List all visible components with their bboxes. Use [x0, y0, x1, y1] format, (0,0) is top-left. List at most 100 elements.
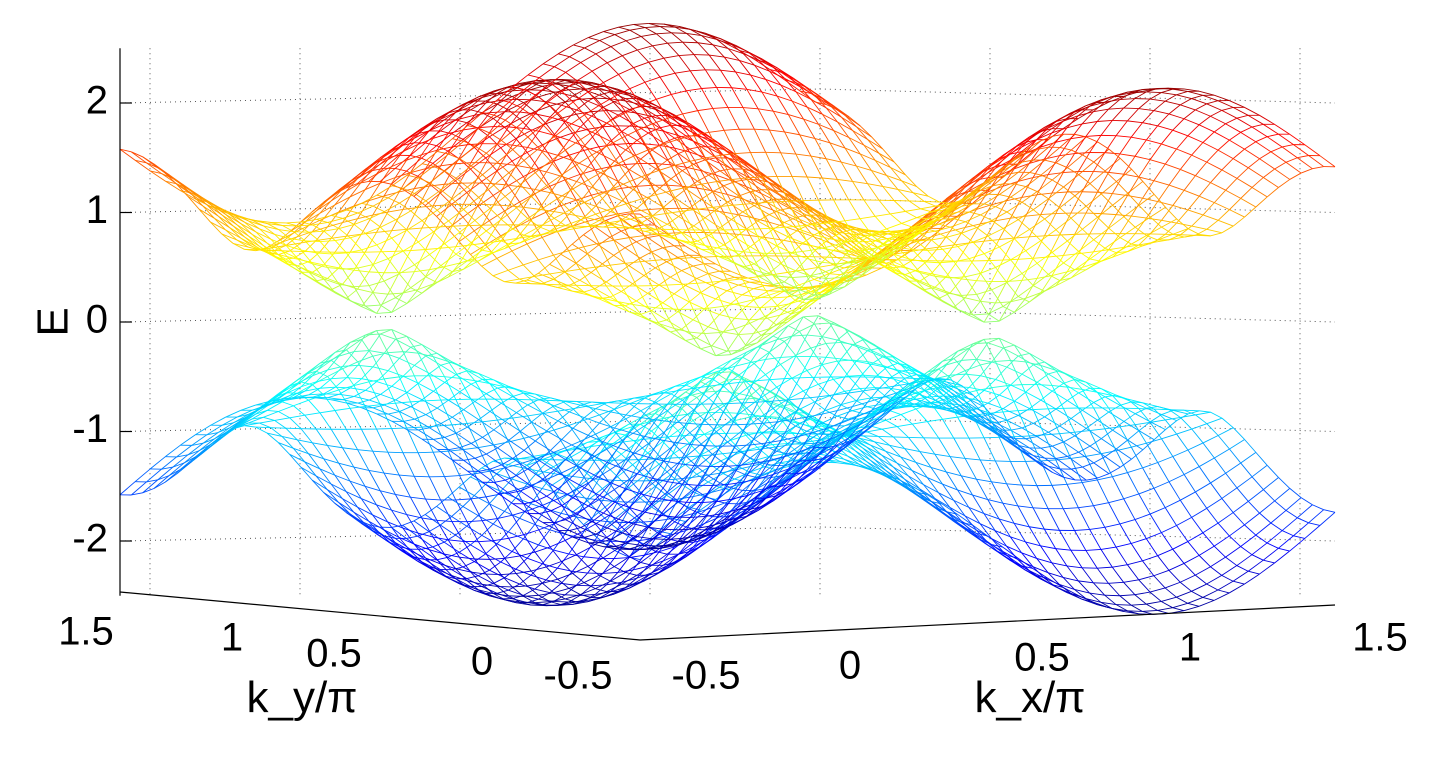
mesh-line — [1187, 135, 1204, 143]
mesh-line — [447, 183, 460, 206]
mesh-line — [414, 269, 430, 273]
mesh-line — [704, 308, 720, 315]
mesh-line — [319, 412, 332, 430]
mesh-line — [1232, 500, 1249, 513]
mesh-line — [1248, 167, 1264, 178]
mesh-line — [485, 230, 498, 240]
mesh-line — [753, 217, 766, 238]
mesh-line — [1206, 575, 1222, 585]
mesh-line — [508, 186, 521, 207]
mesh-line — [643, 317, 660, 325]
mesh-line — [942, 246, 958, 250]
mesh-line — [614, 29, 631, 36]
mesh-line — [440, 189, 453, 200]
mesh-line — [357, 288, 373, 294]
mesh-line — [734, 233, 747, 257]
mesh-line — [425, 118, 441, 128]
mesh-line — [1164, 581, 1181, 589]
mesh-line — [1093, 152, 1106, 172]
mesh-line — [673, 328, 686, 341]
mesh-line — [1082, 191, 1098, 193]
mesh-line — [658, 235, 675, 247]
mesh-line — [1161, 88, 1173, 93]
mesh-line — [788, 200, 804, 202]
mesh-line — [1259, 151, 1272, 160]
mesh-line — [244, 221, 257, 233]
mesh-line — [662, 308, 675, 329]
mesh-line — [320, 240, 336, 243]
mesh-line — [583, 242, 599, 248]
mesh-line — [1244, 512, 1260, 526]
mesh-line — [1202, 589, 1219, 598]
mesh-line — [232, 225, 245, 238]
mesh-line — [745, 335, 762, 347]
mesh-line — [1296, 504, 1313, 519]
mesh-line — [1115, 604, 1132, 606]
mesh-line — [621, 283, 633, 292]
mesh-line — [636, 130, 649, 150]
mesh-line — [477, 503, 490, 516]
mesh-line — [738, 333, 754, 336]
mesh-line — [636, 112, 649, 129]
mesh-line — [1278, 535, 1294, 549]
mesh-line — [1153, 100, 1166, 111]
mesh-line — [859, 215, 876, 220]
mesh-line — [319, 204, 336, 214]
mesh-line — [1112, 564, 1128, 568]
mesh-line — [822, 98, 835, 107]
mesh-line — [594, 264, 611, 268]
mesh-line — [602, 171, 615, 189]
mesh-line — [1199, 195, 1215, 204]
mesh-line — [549, 263, 565, 273]
mesh-line — [768, 314, 781, 330]
mesh-line — [761, 229, 774, 239]
mesh-line — [602, 255, 614, 265]
mesh-line — [1247, 559, 1264, 572]
mesh-line — [602, 101, 615, 108]
mesh-line — [760, 306, 777, 308]
mesh-line — [905, 210, 917, 219]
mesh-line — [1145, 125, 1158, 141]
mesh-line — [527, 130, 540, 148]
mesh-line — [557, 82, 573, 85]
mesh-line — [553, 79, 566, 85]
mesh-line — [734, 328, 747, 347]
mesh-line — [693, 225, 710, 236]
mesh-line — [908, 200, 921, 210]
mesh-line — [1085, 121, 1098, 137]
mesh-line — [753, 318, 766, 334]
mesh-line — [753, 299, 766, 317]
mesh-line — [1032, 274, 1049, 287]
mesh-line — [1074, 183, 1091, 197]
mesh-line — [723, 229, 736, 252]
mesh-line — [1119, 136, 1132, 155]
mesh-line — [696, 326, 709, 339]
mesh-line — [1055, 212, 1071, 215]
mesh-line — [515, 138, 528, 153]
mesh-line — [795, 153, 812, 157]
mesh-line — [1187, 195, 1200, 211]
mesh-line — [912, 249, 928, 251]
mesh-line — [1191, 507, 1207, 518]
mesh-line — [764, 316, 777, 326]
mesh-line — [807, 176, 823, 179]
mesh-line — [968, 301, 981, 316]
mesh-line — [1014, 238, 1027, 252]
mesh-line — [1198, 115, 1211, 126]
mesh-line — [991, 282, 1008, 291]
mesh-line — [675, 70, 691, 74]
mesh-line — [542, 63, 555, 68]
mesh-line — [806, 298, 818, 304]
mesh-line — [1221, 565, 1238, 576]
mesh-line — [637, 49, 650, 63]
mesh-line — [436, 133, 453, 147]
mesh-line — [980, 267, 996, 274]
mesh-line — [1127, 192, 1140, 206]
mesh-line — [651, 251, 667, 263]
energy-band-surface — [119, 23, 1336, 615]
mesh-line — [658, 323, 671, 333]
mesh-line — [617, 210, 633, 215]
mesh-line — [920, 205, 936, 210]
mesh-line — [1025, 278, 1038, 299]
mesh-line — [741, 333, 754, 351]
